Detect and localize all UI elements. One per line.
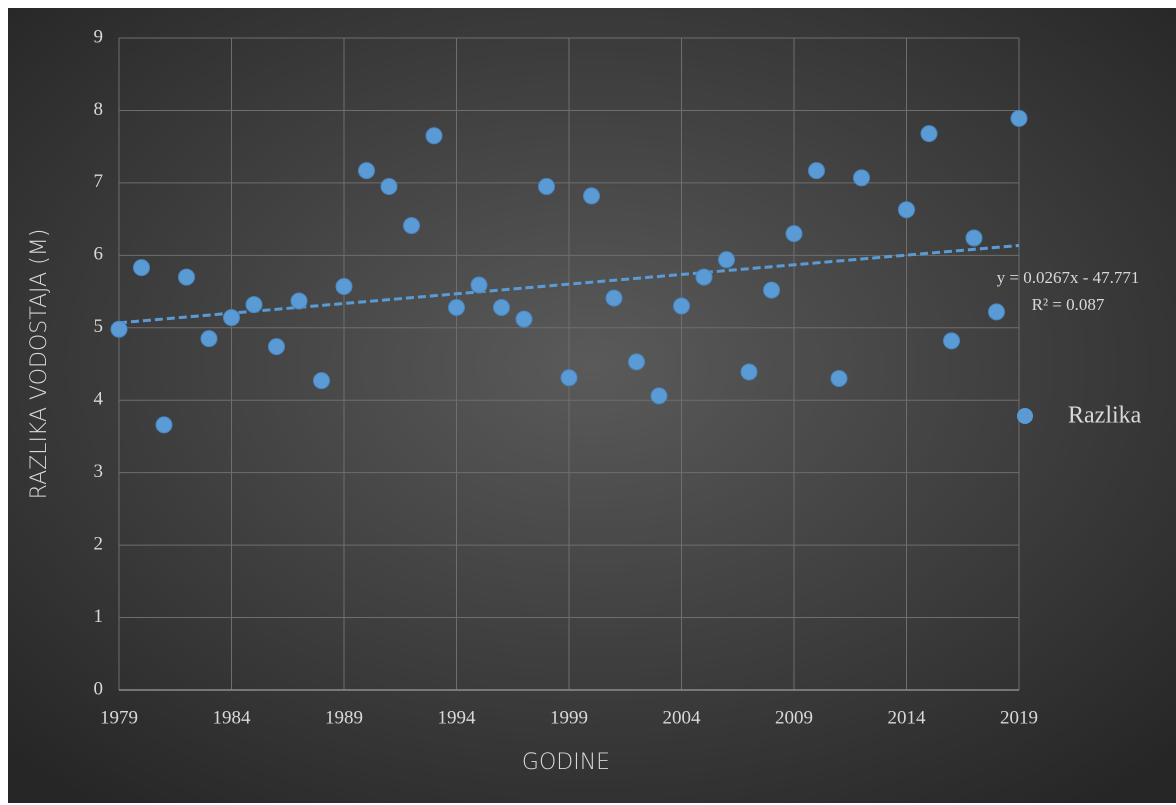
point [898, 201, 915, 219]
point [650, 387, 668, 405]
x-tick-label: 1989 [325, 707, 363, 728]
y-tick-label: 5 [94, 316, 104, 337]
point [808, 162, 825, 180]
x-tick-label: 1984 [213, 707, 252, 728]
x-axis-title: GODINE [522, 750, 610, 775]
legend-marker [1017, 408, 1033, 424]
trendline [118, 243, 1020, 325]
y-tick-label: 9 [94, 26, 104, 47]
x-tick-label: 2019 [1000, 707, 1038, 728]
point [628, 353, 645, 371]
point [988, 303, 1005, 321]
point [313, 372, 330, 390]
point [560, 369, 578, 387]
point [920, 125, 938, 143]
x-tick-label: 1979 [100, 707, 138, 728]
point [223, 309, 240, 327]
y-tick-label: 2 [94, 533, 104, 554]
point [1010, 109, 1028, 127]
point [470, 276, 488, 294]
point [763, 281, 780, 299]
y-tick-label: 8 [94, 99, 104, 120]
point [515, 310, 533, 328]
x-tick-label: 2009 [775, 707, 813, 728]
point [493, 298, 510, 316]
point [943, 332, 960, 350]
point [605, 289, 623, 307]
point [718, 251, 735, 269]
point [583, 187, 600, 205]
x-tick-label: 2004 [663, 707, 702, 728]
trendline-r2: R² = 0.087 [1032, 295, 1105, 314]
point [425, 127, 443, 145]
point [448, 298, 465, 316]
point [830, 369, 848, 387]
x-tick-label: 1999 [550, 707, 588, 728]
point [380, 178, 398, 196]
point [695, 268, 713, 286]
point [538, 178, 555, 196]
point [155, 416, 173, 434]
point [268, 338, 285, 356]
y-tick-label: 6 [94, 244, 104, 265]
point [245, 296, 263, 314]
legend-label: Razlika [1068, 403, 1142, 429]
point [740, 363, 758, 381]
point [403, 217, 420, 235]
point [965, 229, 983, 247]
trendline-equation: y = 0.0267x - 47.771 [997, 268, 1140, 287]
y-tick-label: 4 [94, 389, 104, 410]
x-tick-label: 1994 [438, 707, 477, 728]
y-axis-title: RAZLIKA VODOSTAJA (M) [27, 229, 52, 500]
point [200, 330, 218, 348]
y-tick-label: 3 [94, 461, 104, 482]
point [673, 297, 690, 315]
background [8, 8, 1176, 803]
point [178, 268, 195, 286]
y-tick-label: 7 [94, 171, 104, 192]
point [785, 225, 803, 243]
point [853, 169, 870, 187]
point [110, 320, 128, 338]
x-tick-label: 2014 [888, 707, 927, 728]
point [290, 292, 308, 310]
y-tick-label: 0 [94, 678, 104, 699]
point [335, 277, 353, 295]
y-tick-label: 1 [94, 606, 104, 627]
point [358, 162, 375, 180]
point [133, 259, 150, 277]
